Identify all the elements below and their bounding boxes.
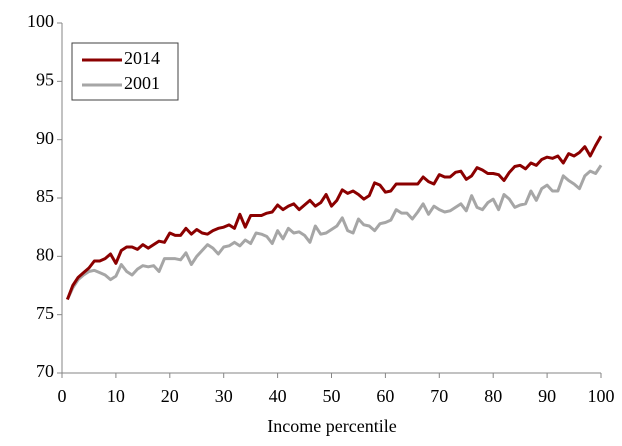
legend-label: 2001 — [124, 73, 160, 93]
x-tick-label: 90 — [538, 386, 556, 406]
x-tick-label: 100 — [588, 386, 615, 406]
y-tick-label: 90 — [36, 128, 54, 148]
y-tick-label: 100 — [27, 11, 54, 31]
x-tick-label: 10 — [107, 386, 125, 406]
y-tick-label: 85 — [36, 186, 54, 206]
legend-label: 2014 — [124, 48, 160, 68]
x-tick-label: 20 — [161, 386, 179, 406]
series-line — [65, 135, 603, 301]
legend-box — [71, 42, 179, 101]
y-tick-label: 80 — [36, 244, 54, 264]
x-tick-label: 80 — [484, 386, 502, 406]
x-tick-label: 40 — [269, 386, 287, 406]
y-tick-label: 95 — [36, 69, 54, 89]
x-tick-label: 30 — [215, 386, 233, 406]
x-tick-label: 70 — [430, 386, 448, 406]
series-line — [66, 164, 603, 301]
y-tick-label: 75 — [36, 303, 54, 323]
x-axis-label: Income percentile — [267, 416, 396, 436]
x-tick-label: 60 — [376, 386, 394, 406]
y-tick-label: 70 — [36, 361, 54, 381]
x-tick-label: 50 — [323, 386, 341, 406]
x-tick-label: 0 — [58, 386, 67, 406]
